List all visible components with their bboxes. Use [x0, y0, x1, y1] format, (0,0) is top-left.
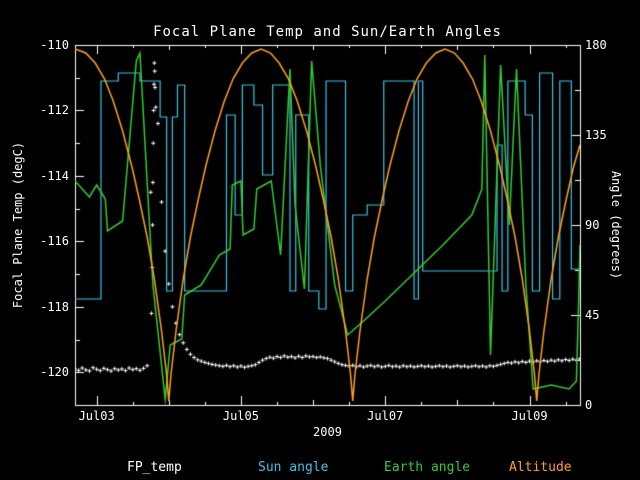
y-left-tick-label: -110 — [40, 38, 69, 52]
legend-item-sun-angle: Sun angle — [258, 460, 329, 475]
chart-title: Focal Plane Temp and Sun/Earth Angles — [153, 24, 502, 40]
y-left-tick-label: -120 — [40, 365, 69, 380]
y-right-tick-label: 0 — [585, 398, 593, 412]
y-left-tick-label: -114 — [40, 168, 69, 183]
x-axis-title: 2009 — [313, 425, 342, 439]
y-right-tick-label: 90 — [585, 218, 600, 232]
y-left-tick-label: -112 — [40, 103, 69, 118]
legend-item-altitude: Altitude — [509, 460, 572, 475]
x-tick-label: Jul05 — [222, 409, 259, 423]
x-tick-label: Jul07 — [367, 409, 404, 423]
y-left-tick-label: -118 — [40, 299, 69, 314]
y-axis-left-title: Focal Plane Temp (degC) — [11, 141, 25, 309]
legend-item-earth-angle: Earth angle — [384, 460, 471, 475]
y-right-tick-label: 135 — [585, 128, 607, 142]
y-left-tick-label: -116 — [40, 234, 69, 249]
x-tick-label: Jul09 — [511, 409, 548, 423]
y-right-tick-label: 180 — [585, 38, 607, 52]
legend-item-fp-temp: FP_temp — [127, 460, 182, 475]
x-tick-label: Jul03 — [78, 409, 115, 423]
y-axis-right-title: Angle (degrees) — [609, 170, 623, 280]
y-right-tick-label: 45 — [585, 308, 600, 322]
